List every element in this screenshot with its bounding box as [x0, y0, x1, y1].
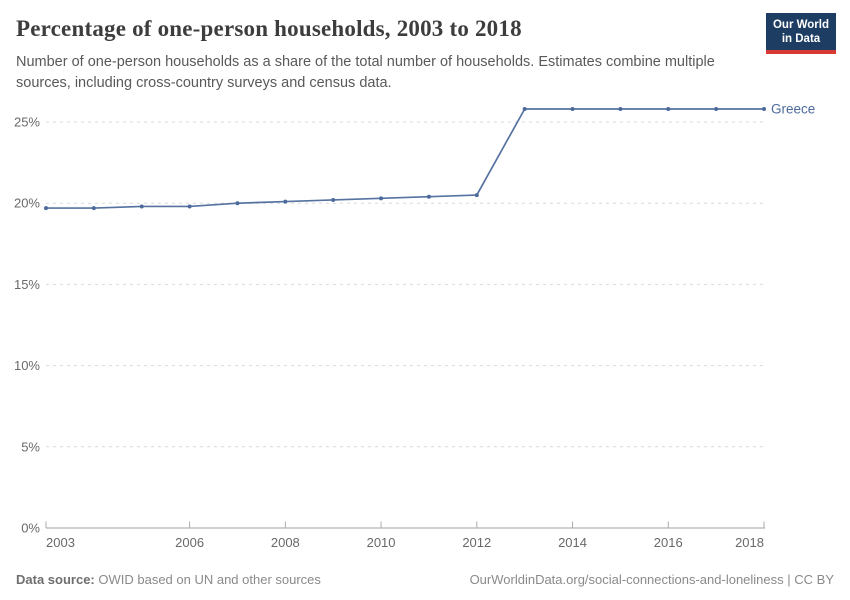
chart-title: Percentage of one-person households, 200…	[16, 16, 522, 41]
data-point	[666, 107, 671, 112]
data-point	[44, 206, 48, 211]
data-source-text: OWID based on UN and other sources	[94, 572, 321, 587]
data-point	[570, 107, 575, 112]
y-axis-tick-label: 20%	[14, 196, 40, 211]
owid-logo[interactable]: Our World in Data	[766, 13, 836, 54]
y-axis-tick-label: 10%	[14, 358, 40, 373]
x-axis-tick-label: 2003	[46, 535, 75, 550]
owid-logo-line1: Our World	[772, 19, 829, 31]
data-point	[474, 193, 479, 198]
x-axis-tick-label: 2018	[735, 535, 764, 550]
data-point	[618, 107, 623, 112]
footer-attribution: OurWorldinData.org/social-connections-an…	[470, 572, 834, 587]
footer-separator: |	[783, 572, 795, 587]
data-source-note: Data source: OWID based on UN and other …	[16, 572, 321, 587]
series-end-label: Greece	[771, 102, 815, 117]
chart-subtitle: Number of one-person households as a sha…	[16, 54, 715, 91]
y-axis-tick-label: 5%	[21, 439, 40, 454]
data-point	[139, 204, 144, 209]
license-label: CC BY	[794, 572, 834, 587]
data-point	[331, 197, 336, 202]
data-point	[283, 199, 288, 204]
chart-header: Percentage of one-person households, 200…	[16, 14, 761, 94]
data-point	[187, 204, 192, 209]
x-axis-tick-label: 2008	[271, 535, 300, 550]
data-point	[235, 201, 240, 206]
data-point	[91, 206, 96, 211]
data-point	[379, 196, 384, 201]
data-point	[714, 107, 719, 112]
data-point	[426, 194, 431, 199]
data-point	[522, 107, 527, 112]
owid-logo-line2: in Data	[781, 33, 821, 45]
y-axis-tick-label: 15%	[14, 277, 40, 292]
data-point	[762, 107, 766, 112]
series-line	[46, 108, 764, 209]
x-axis-tick-label: 2016	[654, 535, 683, 550]
x-axis-tick-label: 2010	[367, 535, 396, 550]
y-axis-tick-label: 0%	[21, 521, 40, 536]
owid-url-link[interactable]: OurWorldinData.org/social-connections-an…	[469, 572, 784, 587]
x-axis-tick-label: 2014	[558, 535, 587, 550]
x-axis-tick-label: 2006	[175, 535, 204, 550]
chart-footer: Data source: OWID based on UN and other …	[16, 572, 834, 587]
data-source-label: Data source:	[16, 572, 95, 587]
y-axis-tick-label: 25%	[14, 115, 40, 130]
x-axis-tick-label: 2012	[462, 535, 491, 550]
